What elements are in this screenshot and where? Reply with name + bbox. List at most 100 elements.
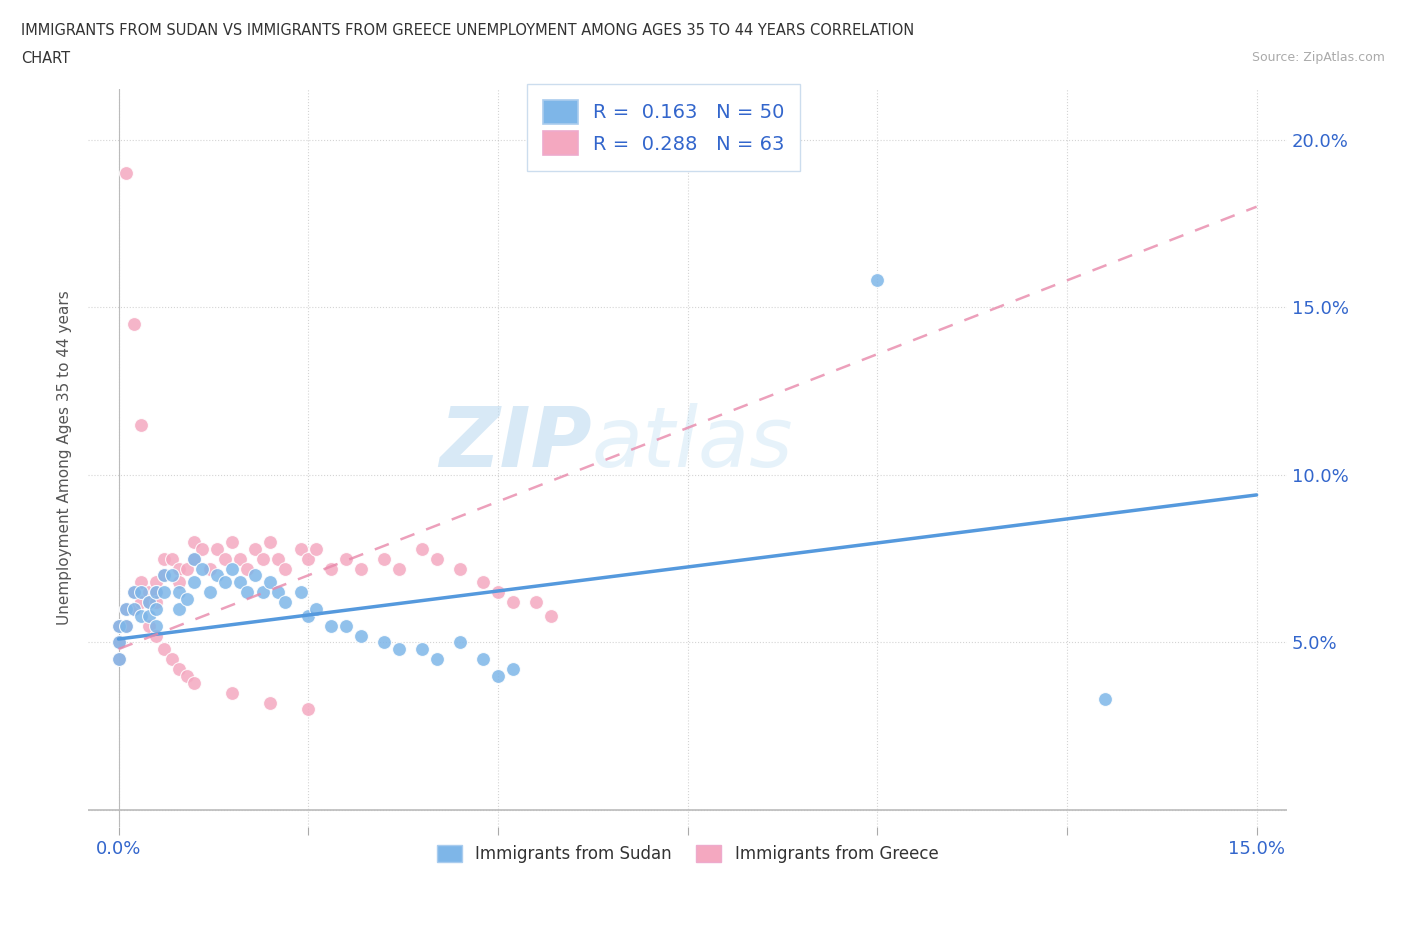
Point	[290, 541, 312, 556]
Point	[252, 585, 274, 600]
Point	[167, 575, 190, 590]
Point	[129, 575, 152, 590]
Text: atlas: atlas	[592, 403, 793, 484]
Point	[107, 618, 129, 633]
Point	[267, 551, 290, 566]
Point	[426, 551, 449, 566]
Point	[145, 594, 167, 609]
Point	[129, 608, 152, 623]
Point	[145, 618, 167, 633]
Point	[138, 618, 160, 633]
Point	[350, 629, 373, 644]
Point	[373, 551, 395, 566]
Text: ZIP: ZIP	[439, 403, 592, 484]
Point	[183, 675, 205, 690]
Point	[866, 273, 889, 288]
Point	[183, 551, 205, 566]
Point	[107, 652, 129, 667]
Point	[221, 561, 243, 576]
Y-axis label: Unemployment Among Ages 35 to 44 years: Unemployment Among Ages 35 to 44 years	[58, 291, 72, 626]
Point	[176, 561, 198, 576]
Point	[145, 629, 167, 644]
Point	[243, 568, 266, 583]
Point	[373, 635, 395, 650]
Point	[183, 575, 205, 590]
Point	[122, 316, 145, 331]
Point	[335, 551, 357, 566]
Legend: Immigrants from Sudan, Immigrants from Greece: Immigrants from Sudan, Immigrants from G…	[430, 839, 945, 870]
Point	[107, 635, 129, 650]
Point	[107, 652, 129, 667]
Point	[191, 541, 214, 556]
Point	[259, 535, 281, 550]
Point	[115, 618, 138, 633]
Point	[176, 591, 198, 606]
Point	[153, 585, 176, 600]
Point	[297, 702, 319, 717]
Point	[259, 696, 281, 711]
Point	[198, 561, 221, 576]
Point	[129, 585, 152, 600]
Point	[524, 594, 547, 609]
Point	[236, 561, 259, 576]
Point	[426, 652, 449, 667]
Point	[153, 551, 176, 566]
Point	[160, 551, 183, 566]
Point	[167, 662, 190, 677]
Point	[221, 685, 243, 700]
Point	[145, 585, 167, 600]
Point	[229, 575, 252, 590]
Point	[115, 602, 138, 617]
Point	[259, 575, 281, 590]
Point	[205, 568, 228, 583]
Point	[214, 575, 236, 590]
Point	[122, 585, 145, 600]
Point	[129, 594, 152, 609]
Point	[350, 561, 373, 576]
Point	[388, 561, 411, 576]
Point	[129, 417, 152, 432]
Point	[167, 602, 190, 617]
Point	[214, 551, 236, 566]
Point	[221, 535, 243, 550]
Point	[205, 541, 228, 556]
Point	[297, 608, 319, 623]
Point	[229, 551, 252, 566]
Point	[486, 669, 509, 684]
Point	[449, 561, 471, 576]
Point	[167, 561, 190, 576]
Point	[115, 166, 138, 180]
Point	[160, 568, 183, 583]
Point	[153, 568, 176, 583]
Text: Source: ZipAtlas.com: Source: ZipAtlas.com	[1251, 51, 1385, 64]
Point	[167, 585, 190, 600]
Point	[274, 561, 297, 576]
Point	[243, 541, 266, 556]
Point	[138, 585, 160, 600]
Point	[236, 585, 259, 600]
Point	[183, 551, 205, 566]
Point	[319, 618, 342, 633]
Point	[335, 618, 357, 633]
Point	[388, 642, 411, 657]
Point	[122, 585, 145, 600]
Point	[290, 585, 312, 600]
Point	[191, 561, 214, 576]
Point	[122, 602, 145, 617]
Point	[449, 635, 471, 650]
Point	[122, 602, 145, 617]
Point	[145, 585, 167, 600]
Point	[471, 575, 494, 590]
Point	[115, 618, 138, 633]
Point	[153, 642, 176, 657]
Point	[198, 585, 221, 600]
Point	[274, 594, 297, 609]
Point	[540, 608, 562, 623]
Point	[138, 608, 160, 623]
Point	[145, 575, 167, 590]
Point	[486, 585, 509, 600]
Text: IMMIGRANTS FROM SUDAN VS IMMIGRANTS FROM GREECE UNEMPLOYMENT AMONG AGES 35 TO 44: IMMIGRANTS FROM SUDAN VS IMMIGRANTS FROM…	[21, 23, 914, 38]
Point	[115, 602, 138, 617]
Point	[297, 551, 319, 566]
Point	[153, 568, 176, 583]
